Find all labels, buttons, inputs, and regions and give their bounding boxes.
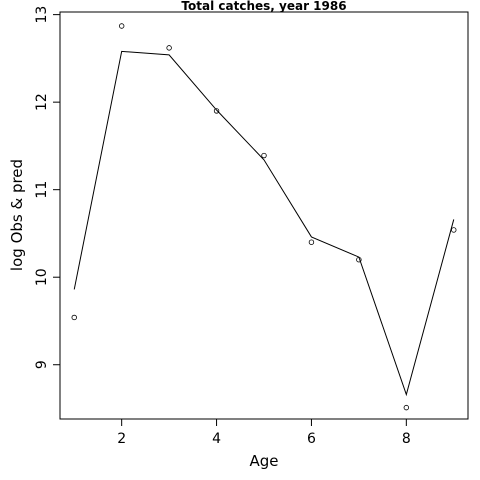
y-axis-title: log Obs & pred (8, 159, 26, 271)
y-tick-label: 11 (34, 181, 50, 199)
x-tick-label: 2 (117, 431, 126, 447)
y-tick-label: 10 (34, 268, 50, 286)
y-tick-label: 12 (34, 93, 50, 111)
predicted-line (73, 50, 455, 397)
y-tick-label: 13 (34, 6, 50, 24)
plot-frame (59, 11, 469, 420)
chart-title: Total catches, year 1986 (181, 0, 346, 13)
x-axis: 2 4 6 8 (117, 418, 411, 447)
y-axis: 9 10 11 12 13 (34, 6, 61, 369)
x-tick-label: 4 (212, 431, 221, 447)
y-tick-label: 9 (34, 360, 50, 369)
observed-point (308, 239, 315, 245)
observed-point (71, 314, 77, 321)
observed-point (118, 23, 125, 29)
observed-point (261, 152, 267, 159)
x-tick-label: 6 (307, 431, 316, 447)
observed-point (403, 404, 410, 411)
x-axis-title: Age (249, 452, 278, 470)
observed-point (213, 108, 220, 114)
x-tick-label: 8 (402, 431, 411, 447)
predicted-series (73, 50, 455, 397)
observed-point (166, 45, 172, 51)
observed-series (71, 23, 457, 411)
observed-point (451, 227, 457, 233)
observed-point (356, 257, 362, 263)
